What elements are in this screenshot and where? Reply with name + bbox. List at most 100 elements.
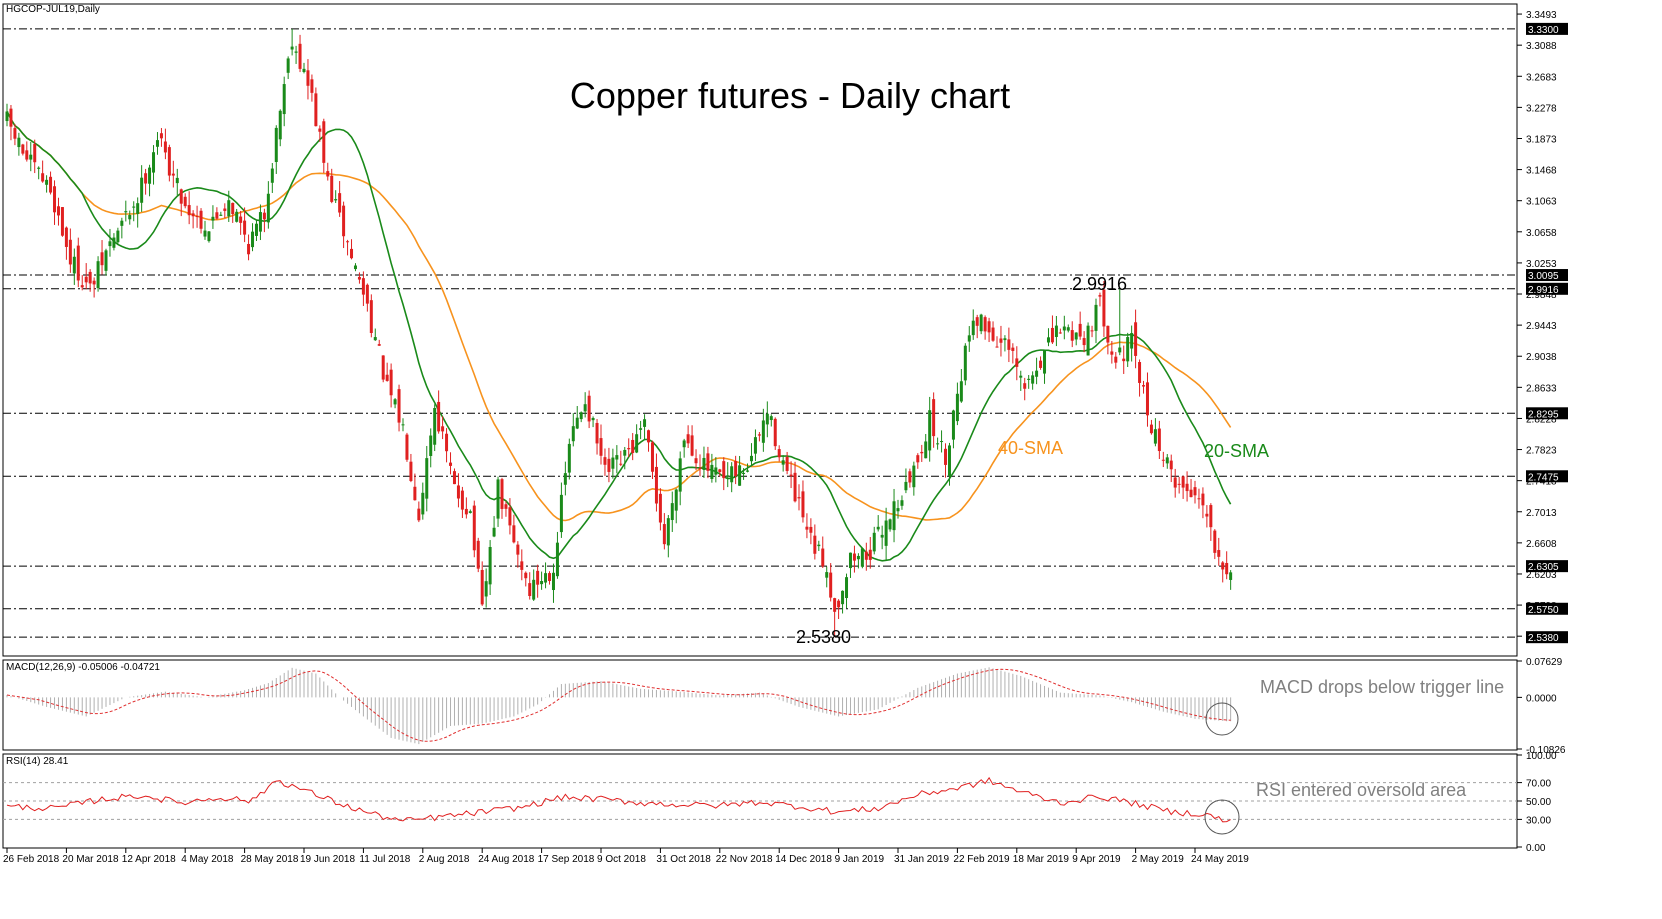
date-tick-label: 22 Feb 2019 — [953, 854, 1010, 865]
candle-body — [1177, 483, 1181, 485]
candle-body — [302, 68, 306, 73]
candle-body — [892, 501, 896, 531]
candle-body — [627, 447, 631, 450]
candle-body — [1110, 351, 1114, 355]
candle-body — [1189, 489, 1193, 498]
rsi-tick-label: 30.00 — [1526, 815, 1551, 826]
candle-body — [1043, 349, 1047, 374]
candle-body — [959, 381, 963, 402]
candle-body — [528, 583, 532, 596]
level-value: 2.7475 — [1528, 472, 1559, 483]
candle-body — [777, 449, 781, 458]
candle-body — [726, 475, 730, 477]
level-box — [1526, 631, 1568, 644]
candle-body — [1114, 356, 1118, 363]
candle-body — [1046, 337, 1050, 343]
candle-body — [306, 70, 310, 86]
level-value: 2.6305 — [1528, 562, 1559, 573]
candle-body — [227, 200, 231, 217]
candle-body — [80, 285, 84, 288]
candle-body — [999, 338, 1003, 343]
level-value: 3.3300 — [1528, 25, 1559, 36]
candle-body — [805, 526, 809, 530]
candle-body — [231, 202, 235, 215]
candle-body — [258, 212, 262, 232]
candle-body — [1122, 358, 1126, 362]
candle-body — [567, 443, 571, 473]
candle-body — [1126, 337, 1130, 362]
level-value: 2.5750 — [1528, 605, 1559, 616]
price-tick-label: 3.3088 — [1526, 41, 1557, 52]
candle-body — [500, 479, 504, 509]
date-tick-label: 20 Mar 2018 — [62, 854, 119, 865]
candle-body — [215, 212, 219, 219]
candle-body — [1165, 457, 1169, 464]
candle-body — [619, 463, 623, 465]
candle-body — [460, 490, 464, 510]
candle-body — [900, 500, 904, 506]
rsi-tick-label: 50.00 — [1526, 797, 1551, 808]
candle-body — [722, 461, 726, 479]
candle-body — [155, 140, 159, 147]
candle-body — [682, 440, 686, 448]
candle-body — [1094, 304, 1098, 331]
candle-body — [730, 466, 734, 483]
price-tick-label: 2.6608 — [1526, 539, 1557, 550]
candle-body — [607, 458, 611, 472]
candle-body — [963, 345, 967, 381]
candle-body — [437, 401, 441, 432]
date-tick-label: 31 Jan 2019 — [894, 854, 949, 865]
candle-body — [1039, 360, 1043, 368]
candle-body — [995, 346, 999, 348]
macd-panel-frame — [2, 659, 1518, 751]
sma20-label: 20-SMA — [1204, 441, 1269, 461]
candle-body — [591, 418, 595, 421]
rsi-line — [6, 776, 1231, 823]
candle-body — [1118, 347, 1122, 353]
candle-body — [1023, 383, 1027, 389]
macd-histogram — [6, 667, 1232, 745]
high-annotation: 2.9916 — [1072, 274, 1127, 294]
candle-body — [951, 410, 955, 440]
candle-body — [868, 549, 872, 560]
candle-body — [21, 144, 25, 154]
candle-body — [1003, 338, 1007, 341]
candle-body — [833, 598, 837, 612]
candle-body — [1221, 562, 1225, 570]
candle-body — [496, 479, 500, 519]
candle-body — [848, 552, 852, 569]
symbol-label: HGCOP-JUL19,Daily — [6, 4, 100, 15]
candle-body — [904, 481, 908, 491]
candles — [5, 28, 1233, 638]
date-tick-label: 24 Aug 2018 — [478, 854, 535, 865]
candle-body — [884, 520, 888, 546]
candle-body — [955, 393, 959, 422]
candle-body — [670, 503, 674, 521]
chart-title: Copper futures - Daily chart — [570, 75, 1010, 116]
candle-body — [334, 199, 338, 201]
candle-body — [385, 374, 389, 381]
candle-body — [888, 519, 892, 530]
price-tick-label: 3.1468 — [1526, 166, 1557, 177]
candle-body — [140, 177, 144, 203]
candle-body — [318, 128, 322, 132]
candle-body — [551, 572, 555, 591]
candle-body — [1130, 333, 1134, 349]
candle-body — [860, 548, 864, 567]
date-tick-label: 11 Jul 2018 — [359, 854, 410, 865]
candle-body — [120, 220, 124, 226]
candle-body — [1213, 530, 1217, 553]
candle-body — [666, 518, 670, 546]
candle-body — [1050, 327, 1054, 343]
rsi-circle — [1204, 799, 1240, 835]
candle-body — [520, 561, 524, 570]
candle-body — [76, 245, 80, 281]
candle-body — [381, 355, 385, 380]
candle-body — [940, 441, 944, 443]
candle-body — [326, 171, 330, 177]
candle-body — [310, 79, 314, 93]
price-tick-label: 2.9038 — [1526, 352, 1557, 363]
candle-body — [171, 173, 175, 176]
date-tick-label: 22 Nov 2018 — [716, 854, 773, 865]
rsi-annotation: RSI entered oversold area — [1256, 780, 1467, 800]
